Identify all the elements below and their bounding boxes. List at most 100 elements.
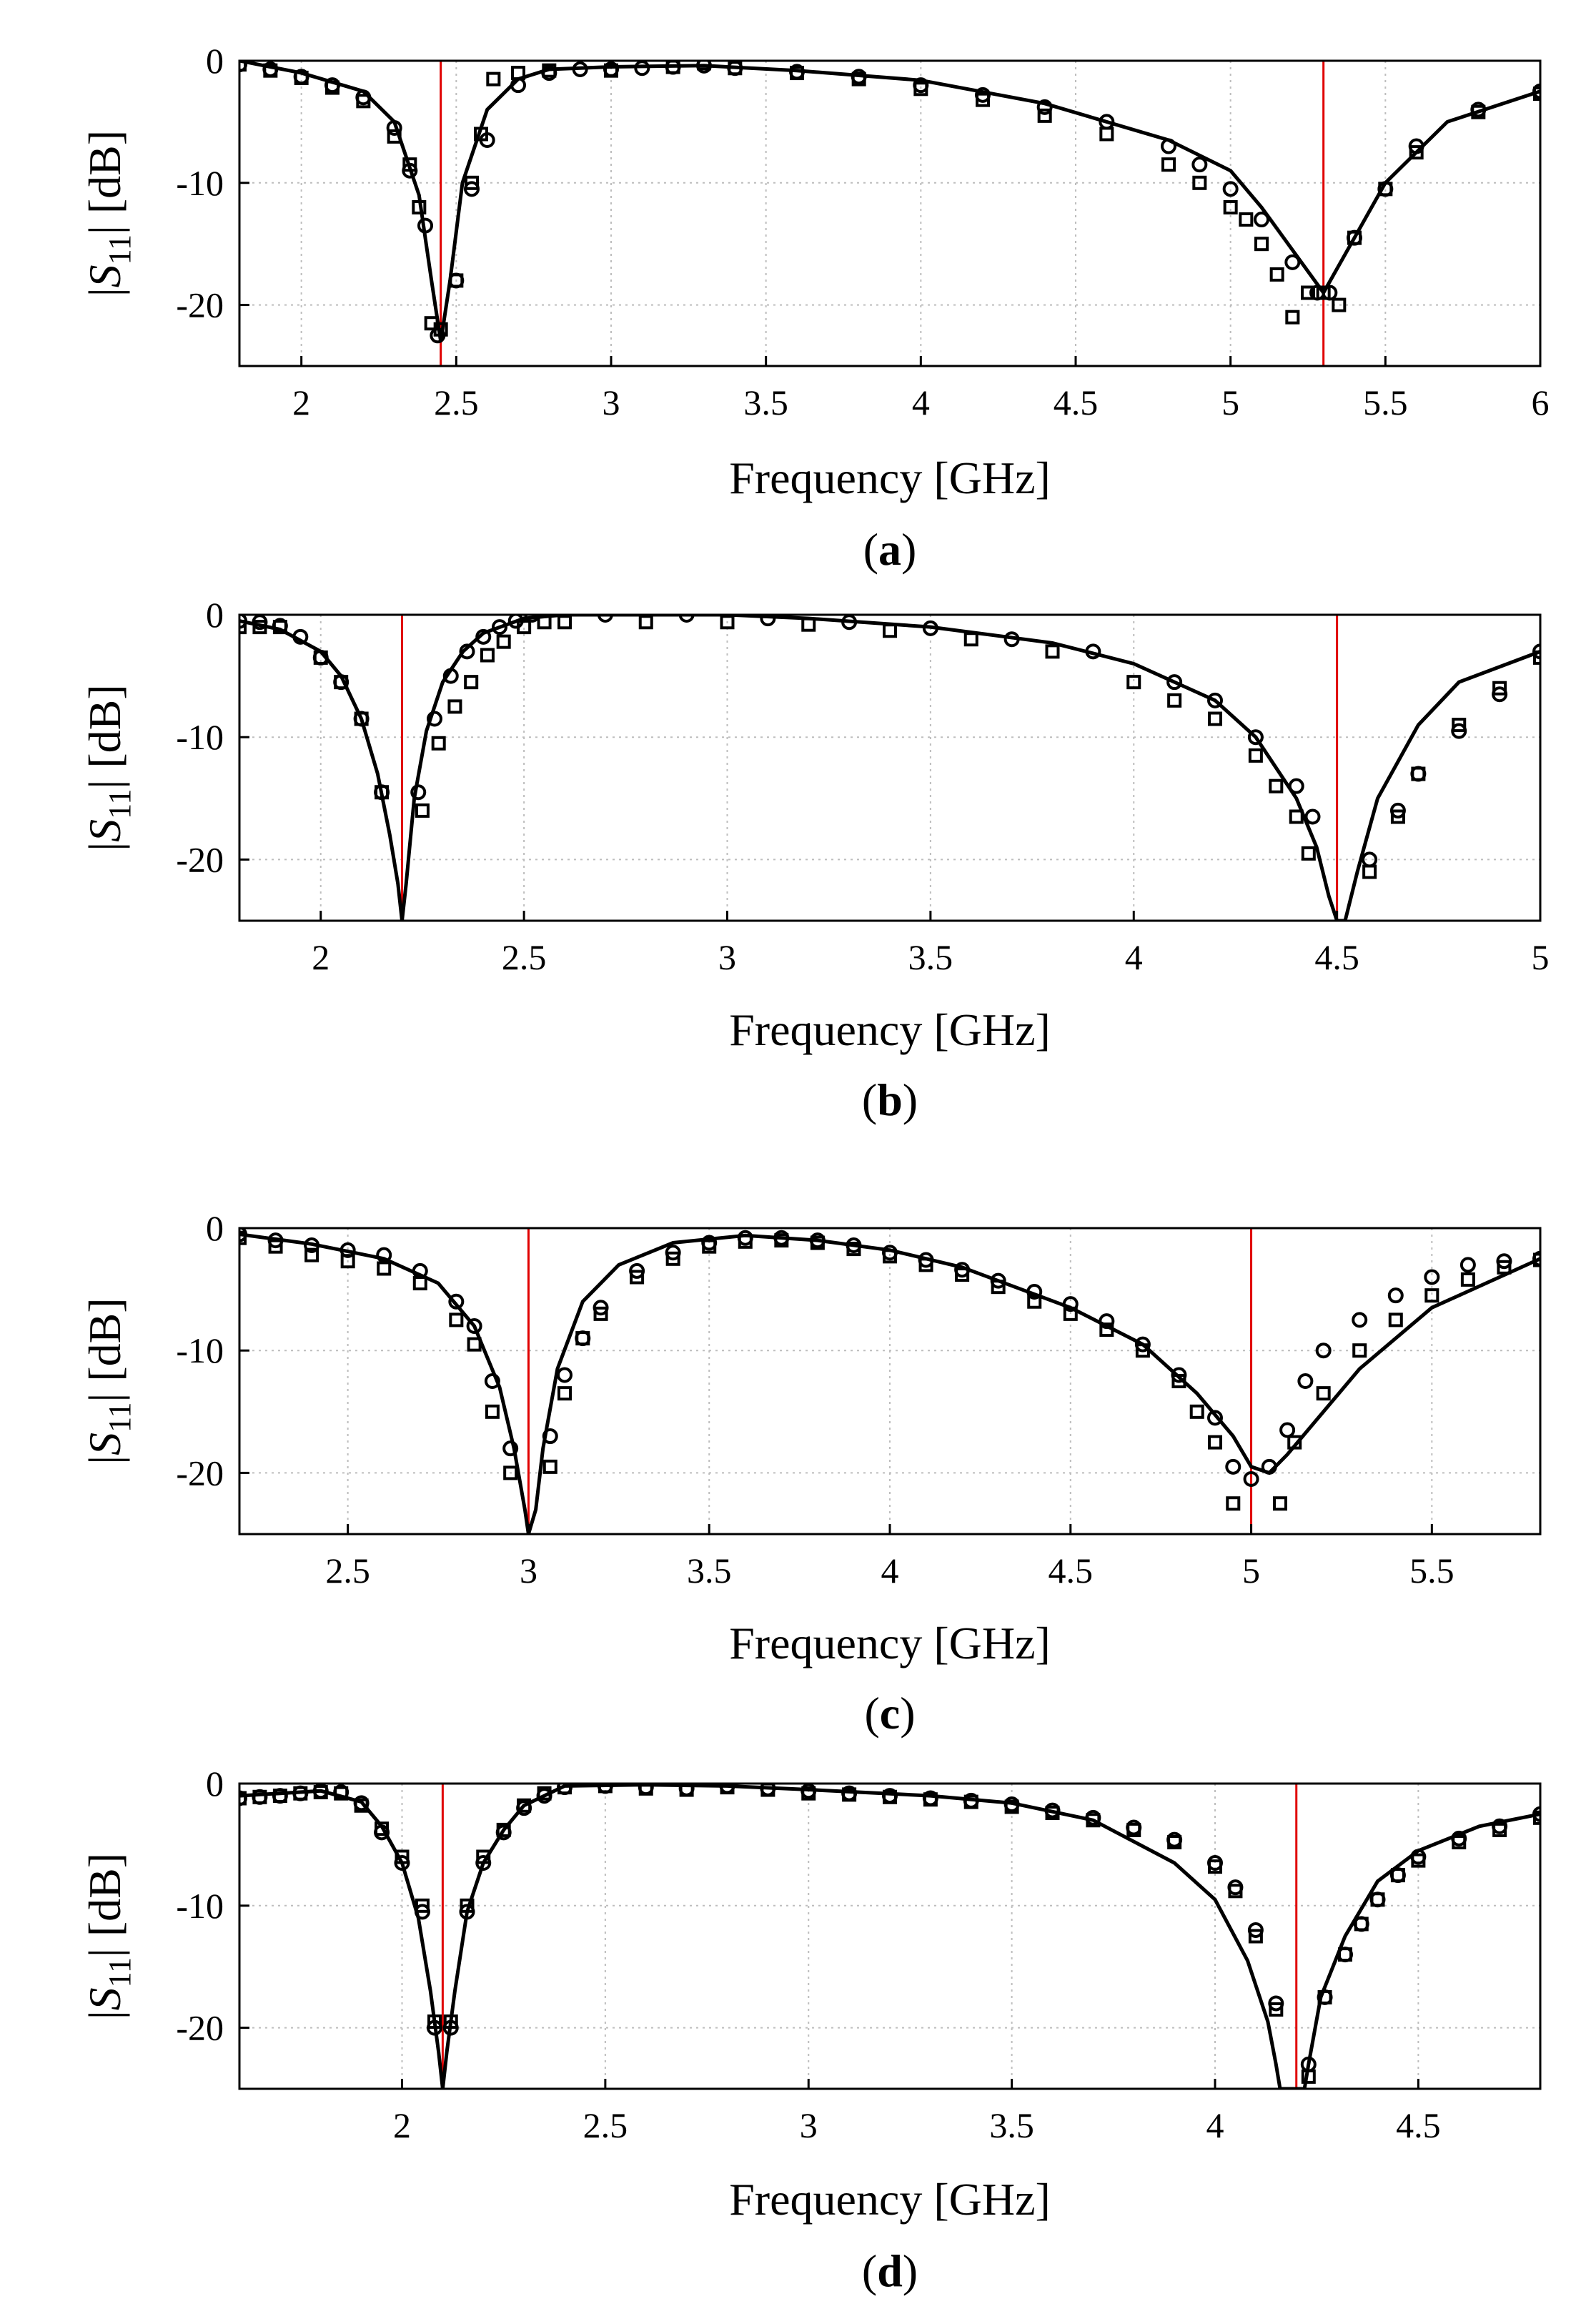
data-point-circle [502,1440,519,1457]
data-point-square [1037,108,1052,123]
x-tick-label: 5 [1221,382,1239,422]
data-point-square [1004,1799,1019,1814]
x-tick-label: 4.5 [1054,382,1099,422]
y-tick-label: -10 [176,163,224,203]
data-point-square [1254,237,1269,252]
panel-d: 2 2.5 3 3.5 4 4.5 0 -10 -20 Frequency [GHz] |S11| … [79,1764,1542,2296]
y-axis-label: |S11| [dB] [79,1297,137,1464]
plot-area [239,615,1540,921]
data-point-circle [542,1428,558,1445]
data-point-square [1285,310,1300,325]
data-point-square [1248,1929,1263,1944]
data-point-square [963,632,978,647]
data-point-square [354,711,369,726]
data-point-square [1301,285,1315,300]
data-point-circle [922,620,938,636]
data-point-square [542,63,557,78]
data-point-square [268,1239,283,1254]
y-tick-label: -20 [176,1453,224,1493]
data-point-circle [1243,1470,1259,1487]
data-point-square [1287,1435,1302,1450]
data-point-circle [1261,1458,1277,1475]
data-point-square [460,1898,475,1913]
data-point-circle [760,615,776,627]
data-point-square [1362,864,1377,879]
data-point-square [1045,1805,1060,1820]
data-point-circle [557,1367,573,1383]
data-point-square [846,1242,861,1257]
axes-frame [238,1782,1542,2090]
data-point-square [1099,1322,1114,1337]
data-point-square [738,1234,753,1249]
x-axis-label: Frequency [GHz] [729,2174,1051,2225]
y-axis-label: |S11| [dB] [79,130,137,297]
data-point-square [480,648,495,663]
data-point-square [1171,1374,1186,1388]
x-tick-label: 4 [912,382,930,422]
data-point-circle [1297,1373,1314,1389]
data-point-square [604,63,618,78]
data-point-square [702,1239,717,1254]
x-tick-label: 4 [1206,2105,1224,2145]
data-point-square [1045,644,1060,659]
data-point-square [517,1798,532,1813]
panel-b: 2 2.5 3 3.5 4 4.5 5 0 -10 -20 Frequency [GHz] |S11|… [79,595,1550,1125]
data-point-square [387,129,402,144]
data-point-square [810,1235,825,1250]
x-axis-label: Frequency [GHz] [729,1004,1051,1055]
data-point-square [697,61,711,71]
data-point-square [447,699,462,714]
data-point-circle [304,1237,320,1253]
x-tick-label: 3 [520,1551,537,1591]
x-tick-label: 3 [603,382,620,422]
data-point-square [496,1822,511,1837]
x-tick-label: 4 [1125,937,1143,977]
y-tick-label: -10 [176,1886,224,1926]
series-line-simulated [239,615,1540,921]
y-tick-label: 0 [206,595,224,635]
x-tick-label: 5 [1532,937,1550,977]
x-tick-label: 4.5 [1314,937,1359,977]
data-point-square [449,1312,464,1327]
data-point-circle [1288,778,1304,794]
x-tick-label: 5 [1242,1551,1260,1591]
data-point-square [1063,1306,1078,1321]
data-point-square [443,2014,458,2029]
data-point-square [991,1280,1006,1295]
y-tick-label: -20 [176,2008,224,2048]
data-point-circle [572,61,588,77]
x-tick-label: 2 [292,382,310,422]
data-point-square [842,1787,857,1802]
data-point-square [402,157,417,172]
data-point-square [593,1306,608,1321]
data-point-circle [1026,1284,1043,1300]
data-point-square [728,61,743,76]
data-point-circle [1003,631,1020,648]
data-point-square [427,2014,442,2029]
data-point-square [557,615,572,630]
data-point-circle [1225,1458,1241,1475]
data-point-circle [427,711,442,727]
x-tick-label: 2 [312,937,329,977]
data-point-circle [448,1293,465,1310]
data-point-square [239,620,247,635]
data-point-square [1390,1868,1405,1883]
data-point-square [272,620,287,635]
x-tick-label: 3.5 [687,1551,732,1591]
data-point-square [913,81,928,97]
plot-area [239,1784,1540,2089]
data-point-square [395,1849,410,1864]
data-point-square [963,1794,978,1809]
axes-frame [238,613,1542,922]
data-point-square [1411,1853,1426,1868]
data-point-square [1027,1294,1042,1309]
data-point-square [883,1249,897,1264]
data-point-circle [1207,1410,1223,1426]
data-point-square [1269,778,1284,793]
data-point-square [1533,86,1540,102]
data-point-square [485,1404,500,1419]
data-point-square [1135,1343,1150,1358]
data-point-square [1332,297,1347,312]
x-tick-label: 2 [393,2105,411,2145]
data-point-square [263,63,278,78]
